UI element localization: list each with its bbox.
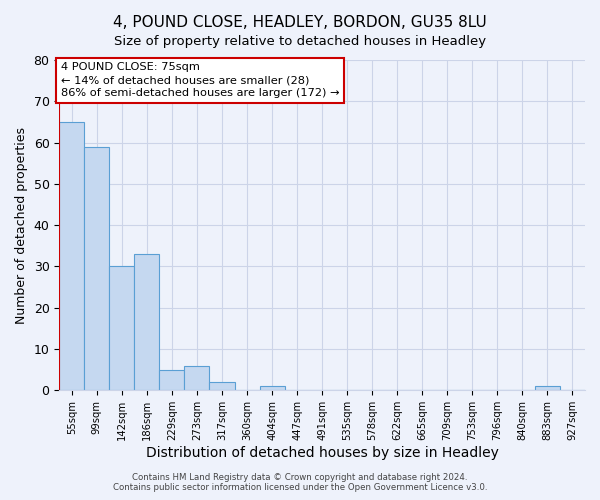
Y-axis label: Number of detached properties: Number of detached properties xyxy=(15,126,28,324)
Bar xyxy=(134,254,160,390)
Text: 4, POUND CLOSE, HEADLEY, BORDON, GU35 8LU: 4, POUND CLOSE, HEADLEY, BORDON, GU35 8L… xyxy=(113,15,487,30)
X-axis label: Distribution of detached houses by size in Headley: Distribution of detached houses by size … xyxy=(146,446,499,460)
Bar xyxy=(85,146,109,390)
Bar xyxy=(184,366,209,390)
Bar xyxy=(59,122,85,390)
Bar xyxy=(160,370,184,390)
Bar xyxy=(535,386,560,390)
Bar xyxy=(260,386,284,390)
Bar xyxy=(109,266,134,390)
Text: 4 POUND CLOSE: 75sqm
← 14% of detached houses are smaller (28)
86% of semi-detac: 4 POUND CLOSE: 75sqm ← 14% of detached h… xyxy=(61,62,339,98)
Bar xyxy=(209,382,235,390)
Text: Contains HM Land Registry data © Crown copyright and database right 2024.
Contai: Contains HM Land Registry data © Crown c… xyxy=(113,473,487,492)
Text: Size of property relative to detached houses in Headley: Size of property relative to detached ho… xyxy=(114,35,486,48)
